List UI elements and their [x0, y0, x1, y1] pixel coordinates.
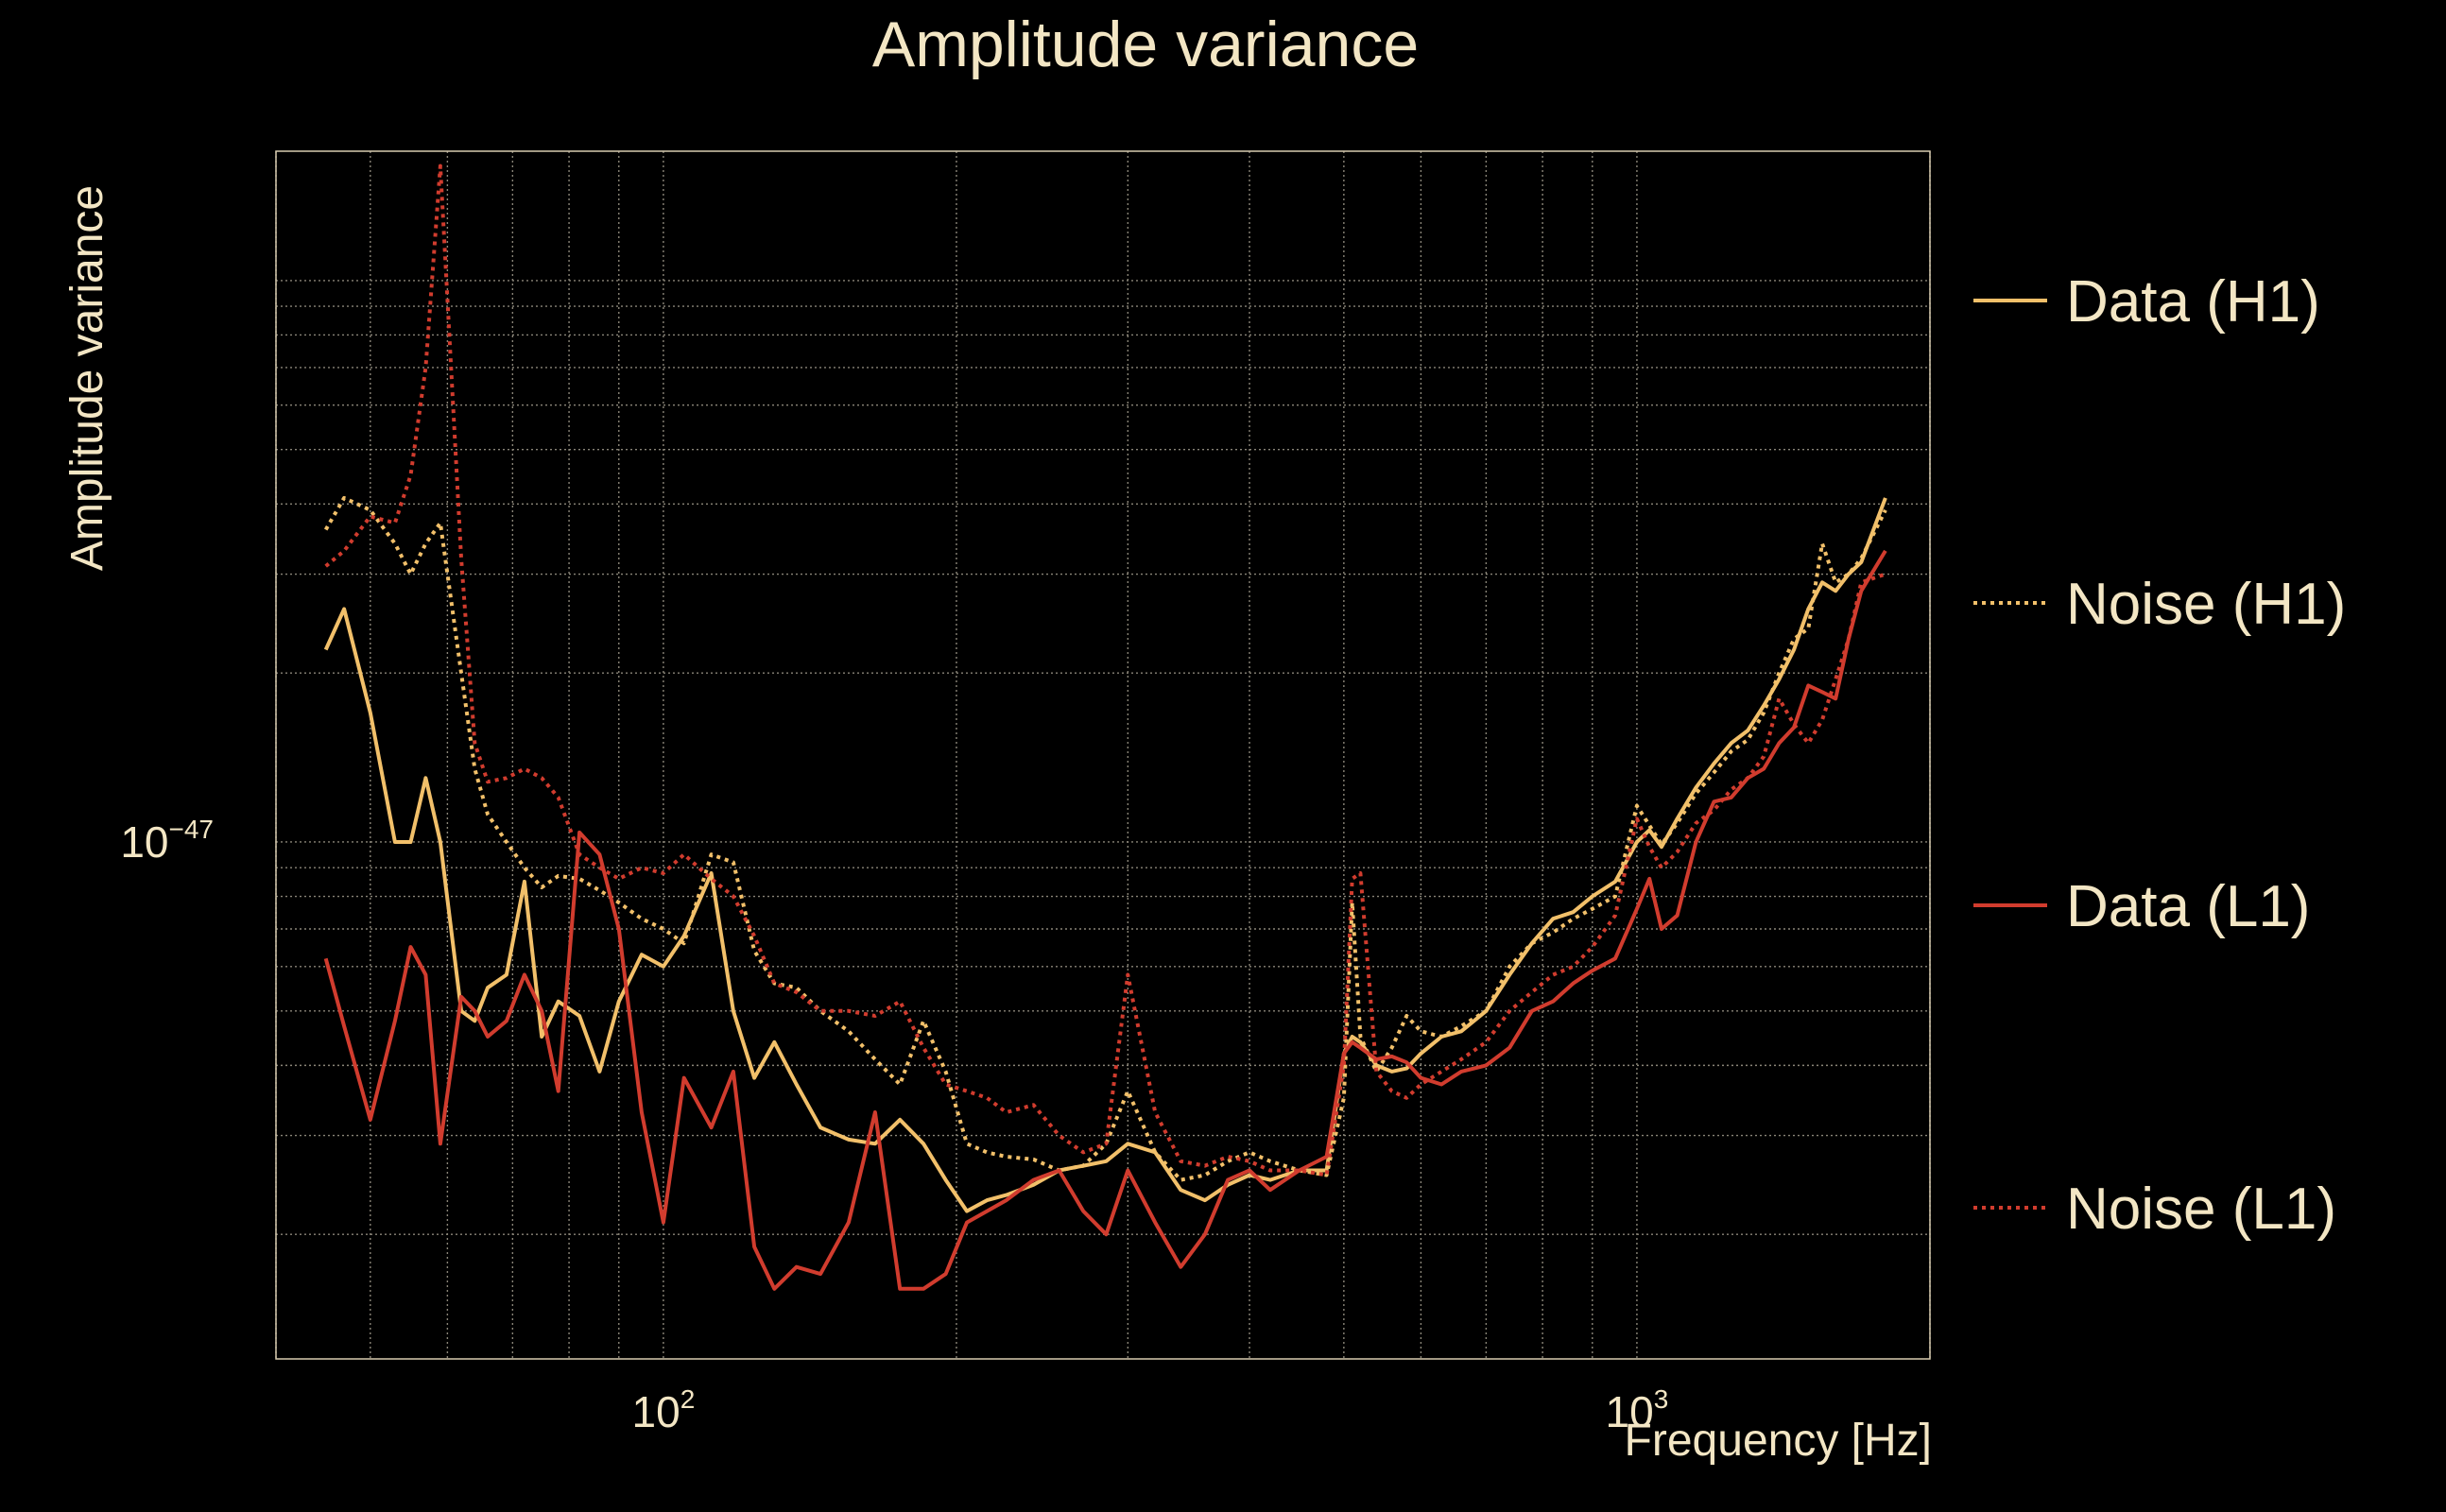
series-line: [323, 497, 1887, 1213]
series-line: [323, 495, 1887, 1182]
y-axis-label: Amplitude variance: [62, 185, 112, 571]
y-tick-label: 10−47: [120, 815, 214, 867]
series-line: [324, 163, 1886, 1177]
x-tick-label: 102: [632, 1384, 696, 1436]
legend-label: Noise (H1): [2066, 572, 2346, 637]
x-axis-label: Frequency [Hz]: [1625, 1416, 1932, 1466]
legend-label: Data (H1): [2066, 269, 2320, 335]
legend-label: Data (L1): [2066, 874, 2310, 939]
series-line: [323, 549, 1887, 1291]
legend: Data (H1) Noise (H1) Data (L1) Noise (L1): [1973, 269, 2346, 1242]
grid-lines: [275, 151, 1931, 1359]
chart-title: Amplitude variance: [872, 9, 1419, 80]
tick-labels: 102 103 10−47: [120, 815, 1668, 1436]
series-group: [323, 163, 1887, 1291]
plot-frame: [275, 150, 1931, 1360]
x-tick-label: 103: [1606, 1384, 1669, 1436]
legend-label: Noise (L1): [2066, 1177, 2336, 1242]
